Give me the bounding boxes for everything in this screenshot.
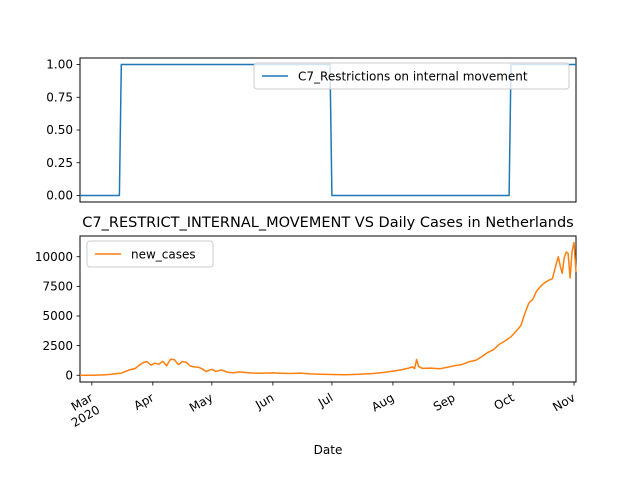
- chart-title: C7_RESTRICT_INTERNAL_MOVEMENT VS Daily C…: [82, 215, 573, 231]
- top-y-tick-label: 1.00: [46, 58, 73, 72]
- x-tick-label: Sep: [431, 390, 458, 413]
- bottom-x-ticks: Mar2020 Apr May Jun Jul Aug Sep Oct Nov: [62, 382, 578, 430]
- bottom-series-line: [80, 241, 577, 376]
- bottom-y-tick-label: 7500: [42, 280, 73, 294]
- bottom-legend-box: [86, 240, 214, 268]
- x-tick-label: Mar2020: [62, 390, 103, 430]
- top-y-tick-label: 0.50: [46, 123, 73, 137]
- x-tick-label: Apr: [131, 390, 156, 413]
- bottom-y-tick-label: 5000: [42, 309, 73, 323]
- top-axes: 0.00 0.25 0.50 0.75 1.00 C7_Restrictions on …: [46, 57, 577, 203]
- top-legend: C7_Restrictions on internal movement: [253, 62, 570, 90]
- x-axis-title: Date: [314, 443, 343, 457]
- bottom-y-ticks: 0 2500 5000 7500 10000: [35, 250, 80, 382]
- bottom-y-tick-label: 2500: [42, 339, 73, 353]
- top-legend-label: C7_Restrictions on internal movement: [298, 70, 528, 84]
- bottom-plot-frame: [79, 235, 577, 383]
- top-y-tick-label: 0.00: [46, 189, 73, 203]
- x-tick-label: Aug: [369, 390, 396, 414]
- x-tick-label: Nov: [550, 390, 577, 414]
- top-legend-box: [253, 62, 570, 90]
- bottom-y-tick-label: 10000: [35, 250, 73, 264]
- x-tick-label: Jul: [315, 390, 335, 410]
- x-tick-label: Jun: [252, 390, 276, 412]
- bottom-series-group: [80, 241, 577, 376]
- bottom-y-tick-label: 0: [65, 368, 73, 382]
- top-y-tick-label: 0.25: [46, 156, 73, 170]
- bottom-legend: new_cases: [86, 240, 214, 268]
- top-y-tick-label: 0.75: [46, 90, 73, 104]
- bottom-axes: C7_RESTRICT_INTERNAL_MOVEMENT VS Daily C…: [35, 215, 578, 457]
- bottom-legend-label: new_cases: [131, 248, 196, 262]
- x-tick-label: May: [187, 390, 215, 415]
- x-tick-label: Oct: [492, 390, 517, 413]
- top-y-ticks: 0.00 0.25 0.50 0.75 1.00: [46, 58, 80, 203]
